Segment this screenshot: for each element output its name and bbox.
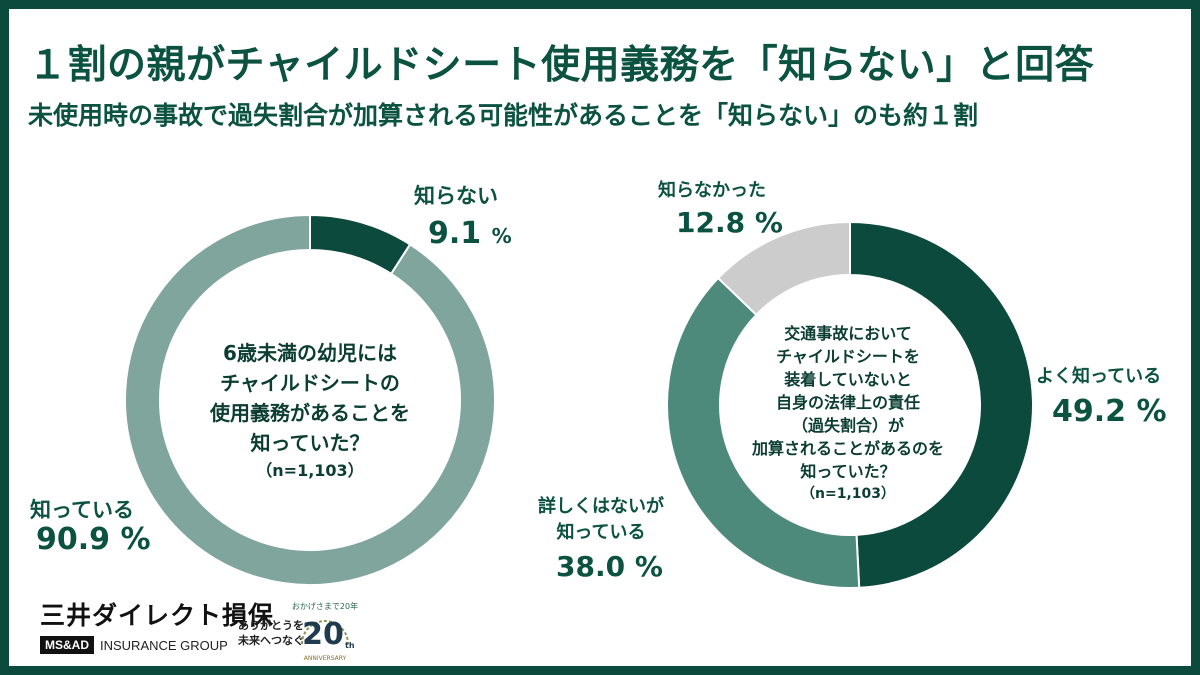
chart2-sample-size: （n=1,103） [801,486,895,502]
chart1-value-known: 90.9 % [36,522,151,557]
chart2-value-know-well: 49.2 % [1052,394,1167,429]
company-name: 三井ダイレクト損保 [40,601,275,630]
chart1-question-line: 使用義務があることを [210,401,410,425]
chart2-question-line: 知っていた？ [800,462,896,481]
anniversary-number: 20 [302,617,344,652]
chart2-question: 交通事故において チャイルドシートを 装着していないと 自身の法律上の責任 （過… [720,322,976,506]
chart1-slice-0 [309,213,412,276]
chart2-label-know-somewhat: 詳しくはないが 知っている [538,494,664,546]
chart2-question-line: 交通事故において [784,324,912,343]
chart1-question-line: 6歳未満の幼児には [223,341,397,365]
anniversary-20th-logo: おかげさまで20年 20 th ANNIVERSARY [292,601,358,662]
chart2-value-know-somewhat: 38.0 % [556,550,663,583]
chart2-question-line: （過失割合）が [791,416,904,435]
chart2-label-know-well: よく知っている [1036,366,1162,387]
chart1-value-unknown: 9.1 % [428,216,512,251]
company-logo: 三井ダイレクト損保 MS&AD INSURANCE GROUP [40,596,274,654]
chart1-question-line: チャイルドシートの [220,371,400,395]
chart2-question-line: 加算されることがあるのを [751,439,944,458]
chart2-label-line: 知っている [556,522,646,543]
chart1-question-line: 知っていた？ [250,431,370,455]
anniversary-slogan-line: ありがとうを [238,619,304,632]
anniversary-arc-text: おかげさまで20年 [292,601,358,611]
chart2-slice-0 [849,220,1035,589]
group-logo-text: INSURANCE GROUP [100,637,228,653]
chart2-label-line: 詳しくはないが [538,496,664,517]
page-title: １割の親がチャイルドシート使用義務を「知らない」と回答 [28,43,1095,88]
chart1-sample-size: （n=1,103） [256,461,364,480]
chart2-question-line: 自身の法律上の責任 [775,393,920,412]
chart2-question-line: チャイルドシートを [776,347,920,366]
anniversary-slogan: ありがとうを 未来へつなぐ [238,618,304,648]
group-logo-box: MS&AD [40,636,94,654]
chart1-question: 6歳未満の幼児には チャイルドシートの 使用義務があることを 知っていた？ （n… [180,338,440,484]
chart1-slice-1 [124,213,496,586]
page-subtitle: 未使用時の事故で過失割合が加算される可能性があることを「知らない」のも約１割 [28,101,979,130]
chart1-label-known: 知っている [30,498,134,522]
anniversary-slogan-line: 未来へつなぐ [238,634,304,647]
anniversary-ring [301,620,349,645]
chart2-label-didnt-know: 知らなかった [658,180,766,201]
anniversary-word: ANNIVERSARY [304,655,347,662]
chart2-question-line: 装着していないと [784,370,912,389]
anniversary-th: th [345,641,355,650]
chart2-slice-2 [716,220,851,317]
chart2-value-didnt-know: 12.8 % [676,206,783,239]
chart1-label-unknown: 知らない [414,184,498,208]
chart2-slice-1 [666,276,861,589]
